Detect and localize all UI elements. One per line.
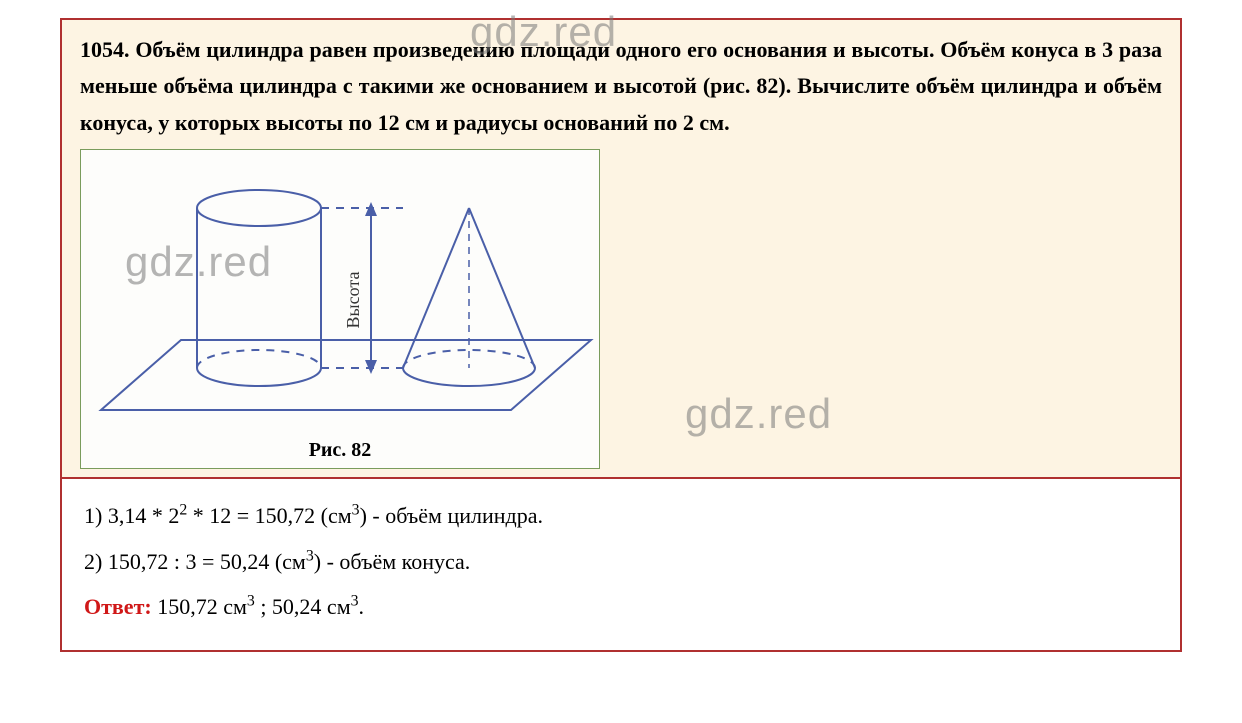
solution-answer: Ответ: 150,72 см3 ; 50,24 см3.: [84, 586, 1158, 628]
problem-body: Объём цилиндра равен произведению площад…: [80, 37, 1162, 135]
answer-v1: 150,72 см: [152, 594, 247, 619]
solution-step-1: 1) 3,14 * 22 * 12 = 150,72 (см3) - объём…: [84, 495, 1158, 537]
step1-part1: 1) 3,14 * 2: [84, 503, 179, 528]
exercise-container: 1054. Объём цилиндра равен произведению …: [60, 18, 1182, 652]
figure-container: Высота Рис. 82: [80, 149, 600, 469]
answer-exp1: 3: [247, 593, 255, 610]
solution-step-2: 2) 150,72 : 3 = 50,24 (см3) - объём кону…: [84, 541, 1158, 583]
step2-part2: ) - объём конуса.: [314, 549, 471, 574]
step1-part2: * 12 = 150,72 (см: [187, 503, 351, 528]
figure-diagram: Высота: [81, 150, 599, 435]
step1-part3: ) - объём цилиндра.: [360, 503, 543, 528]
figure-caption: Рис. 82: [81, 435, 599, 468]
answer-sep: ; 50,24 см: [255, 594, 351, 619]
step2-unit-exp: 3: [306, 547, 314, 564]
step2-part1: 2) 150,72 : 3 = 50,24 (см: [84, 549, 306, 574]
answer-label: Ответ:: [84, 594, 152, 619]
step1-unit-exp: 3: [352, 502, 360, 519]
answer-end: .: [359, 594, 365, 619]
height-label-text: Высота: [343, 271, 363, 328]
problem-statement: 1054. Объём цилиндра равен произведению …: [62, 20, 1180, 479]
solution-block: 1) 3,14 * 22 * 12 = 150,72 (см3) - объём…: [62, 479, 1180, 650]
problem-text: 1054. Объём цилиндра равен произведению …: [80, 32, 1162, 141]
problem-number: 1054.: [80, 37, 130, 62]
answer-exp2: 3: [351, 593, 359, 610]
